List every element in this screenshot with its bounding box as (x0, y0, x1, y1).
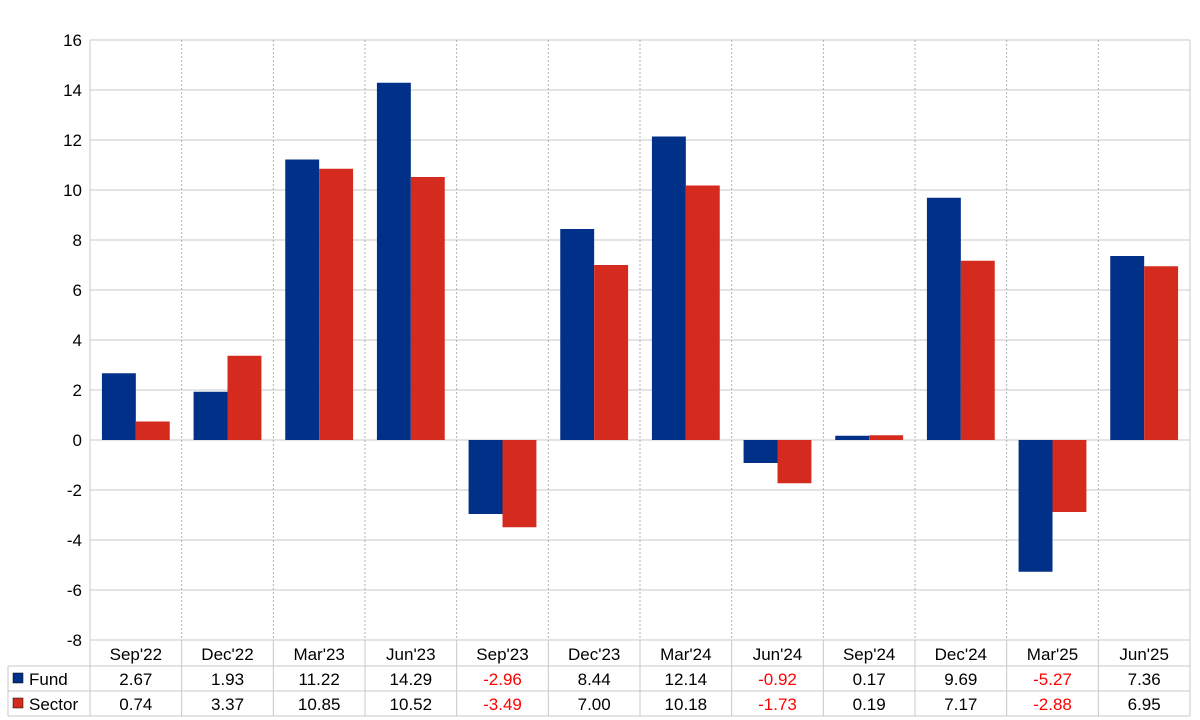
data-label-fund: 0.17 (853, 670, 886, 689)
bar-sector-6 (685, 185, 720, 440)
data-label-sector: 3.37 (211, 695, 244, 714)
bar-sector-4 (502, 440, 537, 528)
data-label-fund: 1.93 (211, 670, 244, 689)
data-label-sector: 10.18 (665, 695, 708, 714)
bar-sector-3 (410, 177, 445, 440)
data-label-fund: 11.22 (299, 670, 340, 689)
data-label-fund: 9.69 (944, 670, 977, 689)
data-label-fund: 8.44 (578, 670, 611, 689)
x-tick-label: Jun'23 (386, 645, 436, 664)
x-tick-label: Sep'22 (110, 645, 162, 664)
bars (101, 82, 1179, 572)
x-tick-label: Sep'24 (843, 645, 895, 664)
bar-fund-6 (651, 136, 686, 440)
data-label-sector: -1.73 (758, 695, 797, 714)
x-tick-label: Jun'24 (753, 645, 803, 664)
y-tick-label: 2 (73, 381, 82, 400)
bar-sector-5 (594, 265, 629, 440)
data-label-fund: -5.27 (1033, 670, 1072, 689)
bar-sector-11 (1144, 266, 1179, 440)
y-tick-label: 14 (63, 81, 82, 100)
x-tick-label: Mar'24 (660, 645, 711, 664)
x-tick-label: Jun'25 (1119, 645, 1169, 664)
bar-sector-1 (227, 355, 262, 440)
bar-fund-2 (285, 159, 320, 440)
bar-fund-11 (1110, 256, 1145, 440)
bar-fund-5 (560, 229, 595, 440)
data-label-sector: 10.85 (298, 695, 341, 714)
bar-fund-8 (835, 435, 870, 440)
data-label-fund: 7.36 (1128, 670, 1161, 689)
legend-label-fund: Fund (29, 670, 68, 689)
bar-fund-1 (193, 391, 228, 440)
legend-label-sector: Sector (29, 695, 78, 714)
y-tick-label: 0 (73, 431, 82, 450)
bar-sector-2 (319, 168, 354, 440)
bar-sector-10 (1052, 440, 1087, 512)
bar-fund-9 (926, 197, 961, 440)
data-label-sector: 10.52 (390, 695, 433, 714)
data-label-sector: 7.17 (944, 695, 977, 714)
y-axis-ticks: 16 14 12 10 8 6 4 2 0 -2 -4 -6 -8 (63, 31, 82, 650)
data-label-sector: -3.49 (483, 695, 522, 714)
bar-sector-9 (960, 260, 995, 440)
data-table: Sep'22 Dec'22 Mar'23 Jun'23 Sep'23 Dec'23 Mar'… (7, 639, 1191, 717)
y-tick-label: 4 (73, 331, 82, 350)
bar-fund-0 (101, 373, 136, 440)
bar-sector-7 (777, 440, 812, 484)
bar-fund-10 (1018, 440, 1053, 572)
x-tick-label: Dec'24 (935, 645, 987, 664)
data-label-fund: 12.14 (665, 670, 708, 689)
bar-sector-0 (135, 421, 170, 440)
data-label-sector: -2.88 (1033, 695, 1072, 714)
y-tick-label: -8 (67, 631, 82, 650)
y-tick-label: -4 (67, 531, 82, 550)
y-tick-label: 6 (73, 281, 82, 300)
bar-sector-8 (869, 435, 904, 440)
x-tick-label: Mar'25 (1027, 645, 1078, 664)
y-tick-label: 10 (63, 181, 82, 200)
y-tick-label: -2 (67, 481, 82, 500)
y-tick-label: -6 (67, 581, 82, 600)
data-label-fund: 14.29 (390, 670, 433, 689)
data-label-sector: 0.74 (119, 695, 152, 714)
axes (89, 40, 1191, 716)
legend-swatch-fund (12, 672, 24, 684)
bar-fund-7 (743, 440, 778, 463)
data-label-fund: 2.67 (119, 670, 152, 689)
y-tick-label: 16 (63, 31, 82, 50)
data-label-sector: 7.00 (578, 695, 611, 714)
data-label-fund: -2.96 (483, 670, 522, 689)
x-tick-label: Sep'23 (476, 645, 528, 664)
bar-fund-4 (468, 440, 503, 514)
data-label-sector: 0.19 (853, 695, 886, 714)
bar-fund-3 (376, 82, 411, 440)
y-tick-label: 8 (73, 231, 82, 250)
y-tick-label: 12 (63, 131, 82, 150)
data-label-sector: 6.95 (1128, 695, 1161, 714)
x-tick-label: Mar'23 (293, 645, 344, 664)
x-tick-label: Dec'22 (201, 645, 253, 664)
data-label-fund: -0.92 (758, 670, 797, 689)
x-tick-label: Dec'23 (568, 645, 620, 664)
legend-swatch-sector (12, 697, 24, 709)
